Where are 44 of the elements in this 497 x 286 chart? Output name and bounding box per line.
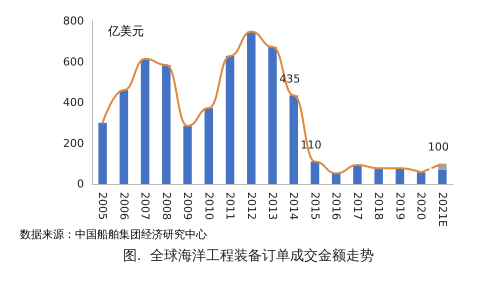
x-tick-label: 2018 — [372, 192, 386, 220]
bar — [353, 165, 362, 184]
bar — [120, 90, 128, 184]
bar — [183, 126, 192, 184]
x-tick-label: 2017 — [350, 192, 364, 220]
text: 图. 全球海洋工程装备订单成交金额走势 — [122, 248, 374, 264]
source-note: 数据来源：中国船舶集团经济研究中心 — [20, 228, 207, 241]
bar — [162, 65, 171, 184]
bar — [140, 58, 150, 184]
bar — [226, 56, 234, 184]
x-tick-label: 2021E — [436, 192, 449, 227]
x-tick-label: 2013 — [266, 192, 279, 220]
bar — [438, 164, 447, 170]
bar — [438, 170, 447, 184]
bar — [289, 95, 298, 184]
bar — [247, 32, 256, 184]
bar — [204, 108, 214, 184]
bar — [396, 168, 404, 184]
bar — [310, 162, 320, 184]
y-tick-label: 800 — [63, 14, 84, 28]
bar — [332, 173, 340, 184]
x-tick-label: 2014 — [287, 192, 300, 220]
bar — [98, 122, 107, 184]
x-tick-label: 2007 — [138, 192, 152, 220]
y-axis-title: 亿美元 — [107, 24, 144, 38]
x-tick-label: 2020 — [414, 192, 428, 220]
x-tick-label: 2012 — [244, 192, 258, 220]
y-tick-label: 600 — [63, 55, 84, 68]
bar — [268, 46, 277, 184]
y-tick-label: 400 — [63, 96, 84, 109]
x-tick-label: 2011 — [224, 192, 237, 220]
bar — [374, 168, 383, 184]
y-tick-label: 200 — [63, 136, 84, 150]
data-label: 100 — [428, 140, 449, 154]
x-tick-label: 2016 — [330, 192, 343, 220]
x-tick-label: 2009 — [181, 192, 194, 220]
x-tick-label: 2005 — [96, 192, 110, 220]
y-tick-label: 0 — [77, 178, 84, 190]
x-tick-label: 2015 — [308, 192, 322, 220]
x-tick-label: 2019 — [393, 192, 406, 220]
x-tick-label: 2006 — [117, 192, 130, 220]
x-tick-label: 2010 — [202, 192, 216, 220]
x-tick-label: 2008 — [160, 192, 173, 220]
bar — [416, 172, 426, 184]
